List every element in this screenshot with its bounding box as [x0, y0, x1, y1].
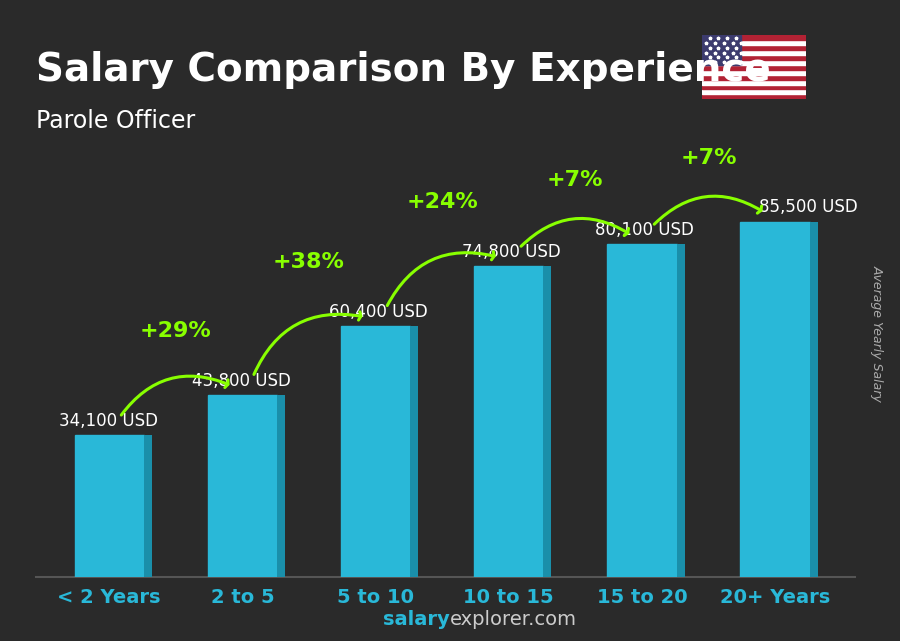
Bar	[208, 395, 277, 577]
Bar	[702, 60, 806, 65]
Bar	[75, 435, 144, 577]
Text: salary: salary	[383, 610, 450, 629]
Bar	[702, 40, 806, 45]
Bar	[702, 35, 742, 65]
Bar	[702, 35, 806, 40]
Bar	[741, 222, 810, 577]
Polygon shape	[677, 244, 685, 577]
Text: explorer.com: explorer.com	[450, 610, 577, 629]
Polygon shape	[144, 435, 152, 577]
Bar	[702, 70, 806, 75]
Bar	[702, 50, 806, 55]
Bar	[608, 244, 677, 577]
Text: Average Yearly Salary: Average Yearly Salary	[871, 265, 884, 402]
Polygon shape	[810, 222, 818, 577]
Text: 60,400 USD: 60,400 USD	[329, 303, 428, 320]
Bar	[702, 85, 806, 90]
Text: 34,100 USD: 34,100 USD	[58, 412, 158, 430]
Text: +24%: +24%	[406, 192, 478, 212]
Bar	[702, 55, 806, 60]
Polygon shape	[410, 326, 419, 577]
Text: 74,800 USD: 74,800 USD	[462, 243, 561, 261]
Text: Salary Comparison By Experience: Salary Comparison By Experience	[36, 51, 770, 89]
Bar	[702, 75, 806, 79]
Text: Parole Officer: Parole Officer	[36, 109, 195, 133]
Text: +29%: +29%	[140, 321, 212, 341]
Text: 80,100 USD: 80,100 USD	[595, 221, 694, 238]
Text: +7%: +7%	[547, 171, 604, 190]
Bar	[702, 90, 806, 94]
Bar	[702, 94, 806, 99]
Text: 85,500 USD: 85,500 USD	[759, 198, 858, 216]
Polygon shape	[544, 266, 552, 577]
Bar	[341, 326, 410, 577]
Text: 43,800 USD: 43,800 USD	[192, 372, 291, 390]
Bar	[702, 65, 806, 70]
Text: +38%: +38%	[273, 252, 345, 272]
Bar	[702, 79, 806, 85]
Polygon shape	[277, 395, 285, 577]
Bar	[474, 266, 544, 577]
Text: +7%: +7%	[680, 148, 737, 168]
Bar	[702, 45, 806, 50]
